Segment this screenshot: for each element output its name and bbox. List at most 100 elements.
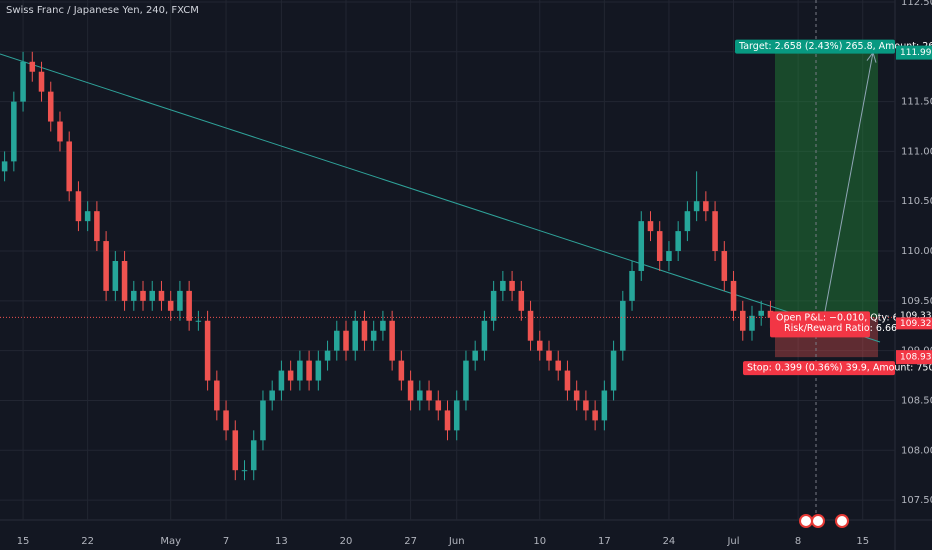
candle-body [656,231,663,261]
event-icon[interactable] [811,514,825,528]
candle-body [47,91,54,122]
candle-body [269,390,275,401]
candle-body [417,390,423,401]
candle-body [297,360,303,381]
candle-body [334,330,340,351]
candle-body [647,221,654,232]
x-tick-label: May [160,536,181,547]
candle-body [573,390,580,401]
candle-body [195,320,202,322]
target-label-bg [735,39,895,54]
candles [1,51,774,481]
y-tick-label: 111.500 [901,97,932,108]
candle-body [712,211,718,252]
y-tick-label: 107.500 [901,495,932,506]
y-tick-label: 110.500 [901,196,932,207]
candle-body [278,370,285,391]
candle-body [84,211,91,222]
event-icon[interactable] [799,514,813,528]
candle-body [610,350,617,391]
candle-body [389,320,395,361]
stop-label: Stop: 0.399 (0.36%) 39.9, Amount: 750 [747,363,932,374]
candle-body [20,61,26,102]
x-tick-label: 13 [275,536,288,547]
target-label: Target: 2.658 (2.43%) 265.8, Amount: 26 [738,41,932,52]
candle-body [343,330,349,351]
chart-title: Swiss Franc / Japanese Yen, 240, FXCM [6,5,199,16]
candle-body [241,470,248,472]
candle-body [509,280,515,291]
candle-body [463,360,469,401]
candle-body [527,310,534,341]
candle-body [721,251,728,281]
candle-body [250,440,257,471]
candle-body [739,310,746,331]
event-icon[interactable] [835,514,849,528]
x-tick-label: 10 [533,536,546,547]
stop-label-bg [743,361,895,376]
candle-body [555,360,561,371]
candle-body [11,101,17,162]
candle-body [57,121,63,142]
candle-body [693,201,700,212]
candle-body [38,71,45,92]
candle-body [749,315,755,331]
y-tick-label: 109.500 [901,296,932,307]
candle-body [177,290,183,311]
price-label-bg [896,45,932,60]
x-tick-label: Jun [448,536,465,547]
candle-body [620,300,626,351]
candle-body [204,320,211,381]
candle-body [352,320,358,351]
pnl-label: Open P&L: −0.010, Qty: 626 [776,312,911,323]
candle-body [592,410,598,421]
y-tick-label: 108.000 [901,445,932,456]
candle-body [260,400,266,441]
candle-body [564,370,571,391]
candle-body [186,290,192,321]
candle-body [361,320,368,341]
candle-body [1,161,8,172]
price-label-bg [896,317,932,330]
x-tick-label: Jul [726,536,739,547]
candle-body [407,380,414,401]
candle-body [140,290,146,301]
y-tick-label: 110.000 [901,246,932,257]
y-tick-label: 111.000 [901,146,932,157]
x-tick-label: 27 [404,536,417,547]
candle-body [490,290,497,321]
x-tick-label: 17 [598,536,611,547]
candle-body [703,201,709,212]
target-zone [775,52,878,318]
candle-body [453,400,460,431]
candle-body [675,231,681,252]
candle-body [287,370,294,381]
candle-body [426,390,432,401]
candle-body [223,410,229,431]
x-tick-label: 7 [223,536,229,547]
candle-body [158,290,165,301]
candle-body [149,290,156,301]
projection-line [824,52,874,312]
candle-body [315,360,322,381]
candle-body [684,211,691,232]
pnl-bg [770,311,870,338]
candle-body [131,290,137,301]
y-tick-label: 108.500 [901,395,932,406]
candle-body [518,290,525,311]
candle-body [546,350,552,361]
candle-body [638,221,645,271]
candle-body [167,300,174,311]
candle-body [666,251,672,261]
price-label: 111.992 [900,48,932,58]
x-tick-label: 22 [81,536,94,547]
candle-body [112,260,119,291]
candle-body [537,340,543,351]
price-label: 108.935 [900,353,932,363]
candle-body [121,260,128,301]
candle-body [75,191,82,222]
x-tick-label: 15 [856,536,869,547]
candle-body [472,350,478,361]
